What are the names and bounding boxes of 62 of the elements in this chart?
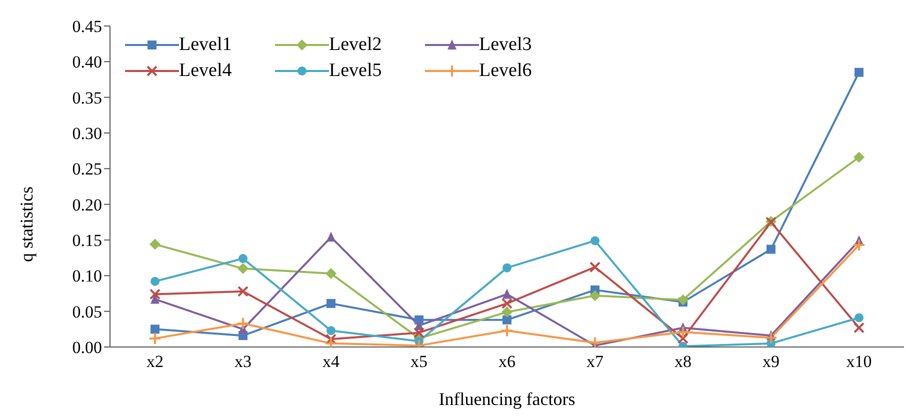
y-tick-label: 0.40 <box>72 52 102 72</box>
y-tick-label: 0.00 <box>72 338 102 358</box>
point <box>236 316 250 330</box>
y-tick-label: 0.35 <box>72 88 102 108</box>
point <box>150 238 160 250</box>
x-tick-label: x2 <box>146 352 164 372</box>
point <box>764 331 778 344</box>
point <box>150 288 160 300</box>
x-tick-label: x6 <box>498 352 516 372</box>
point <box>326 298 336 308</box>
point <box>148 332 162 345</box>
point <box>502 298 512 309</box>
point <box>150 276 160 286</box>
point <box>502 306 512 318</box>
legend-label: Level5 <box>329 60 382 82</box>
legend-label: Level6 <box>479 60 532 82</box>
point <box>676 326 690 339</box>
point <box>326 268 336 280</box>
y-tick-label: 0.20 <box>72 195 102 214</box>
x-tick-label: x4 <box>322 352 340 372</box>
point <box>502 315 512 324</box>
point <box>678 294 688 306</box>
point <box>500 324 514 338</box>
point <box>854 313 864 322</box>
point <box>854 152 864 163</box>
y-tick-label: 0.45 <box>72 17 102 36</box>
point <box>238 286 248 297</box>
point <box>852 238 866 252</box>
y-tick-label: 0.15 <box>72 231 102 250</box>
x-tick-label: x5 <box>410 352 428 372</box>
point <box>326 334 336 345</box>
x-tick-label: x7 <box>586 352 604 372</box>
y-tick-label: 0.30 <box>72 124 102 144</box>
legend-label: Level4 <box>179 60 232 82</box>
x-axis-title: Influencing factors <box>438 389 576 409</box>
point <box>150 324 160 334</box>
point <box>590 262 600 273</box>
point <box>502 263 512 272</box>
point <box>502 288 512 299</box>
x-tick-label: x9 <box>762 352 780 372</box>
point <box>766 244 776 254</box>
x-tick-label: x10 <box>846 352 872 372</box>
point <box>590 290 600 302</box>
point <box>326 232 336 242</box>
y-tick-label: 0.25 <box>72 160 102 179</box>
x-tick-label: x8 <box>674 352 692 372</box>
point <box>414 327 424 338</box>
legend-label: Level2 <box>329 34 382 56</box>
point <box>588 336 602 347</box>
point <box>238 254 248 264</box>
x-tick-label: x3 <box>234 352 252 372</box>
point <box>678 332 688 344</box>
point <box>854 68 864 77</box>
point <box>590 236 600 246</box>
point <box>854 322 864 334</box>
legend-label: Level3 <box>479 34 532 56</box>
y-tick-label: 0.10 <box>72 266 102 286</box>
point <box>238 263 248 274</box>
legend-label: Level1 <box>179 34 232 56</box>
point <box>326 326 336 336</box>
y-axis-title: q statistics <box>16 186 36 262</box>
y-tick-label: 0.05 <box>72 302 102 322</box>
